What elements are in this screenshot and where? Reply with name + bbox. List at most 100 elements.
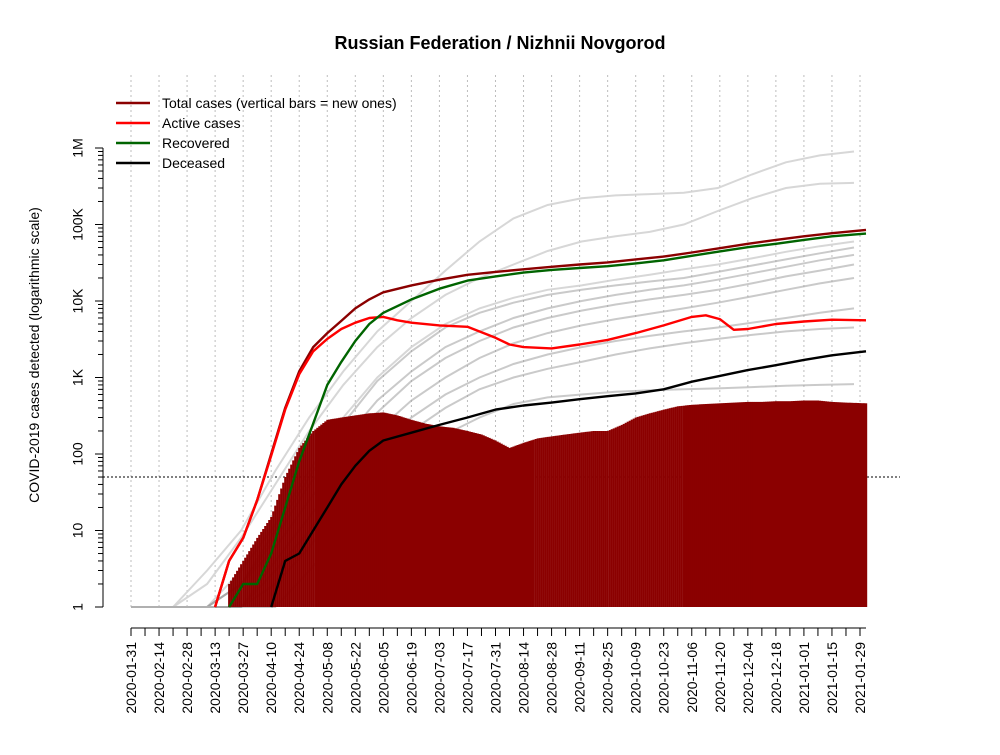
new-cases-bar: [380, 412, 383, 607]
new-cases-bar: [600, 431, 603, 607]
new-cases-bar: [552, 436, 555, 607]
new-cases-bar: [584, 431, 587, 607]
new-cases-bar: [698, 404, 701, 607]
new-cases-bar: [855, 402, 858, 607]
x-tick-label: 2020-07-31: [487, 642, 503, 714]
new-cases-bar: [404, 417, 407, 607]
new-cases-bar: [374, 412, 377, 607]
new-cases-bar: [778, 401, 782, 607]
new-cases-bar: [576, 432, 579, 607]
new-cases-bar: [376, 412, 379, 607]
new-cases-bar: [458, 429, 461, 607]
new-cases-bar: [598, 431, 601, 607]
new-cases-bar: [500, 443, 503, 607]
new-cases-bar: [616, 426, 619, 607]
new-cases-bar: [837, 402, 840, 607]
new-cases-bar: [776, 401, 780, 607]
new-cases-bar: [672, 407, 675, 607]
new-cases-bar: [352, 415, 355, 607]
new-cases-bar: [398, 416, 401, 607]
new-cases-bar: [770, 401, 774, 607]
new-cases-bar: [630, 419, 633, 607]
new-cases-bar: [432, 425, 435, 607]
x-tick-label: 2020-06-19: [403, 642, 419, 714]
new-cases-bar: [426, 424, 429, 607]
new-cases-bar: [792, 401, 796, 607]
new-cases-bar: [754, 401, 758, 607]
new-cases-bar: [588, 431, 591, 607]
new-cases-bar: [336, 418, 339, 607]
new-cases-bar: [232, 577, 235, 607]
x-tick-label: 2020-10-23: [656, 642, 672, 714]
new-cases-bar: [802, 400, 806, 607]
new-cases-bar: [490, 438, 493, 607]
new-cases-bar: [246, 554, 249, 607]
new-cases-bar: [532, 439, 535, 607]
x-tick-label: 2020-11-06: [684, 642, 700, 713]
x-tick-label: 2020-07-17: [459, 642, 475, 714]
new-cases-bar: [448, 427, 451, 607]
new-cases-bar: [330, 419, 333, 607]
new-cases-bar: [702, 404, 705, 607]
new-cases-bar: [334, 418, 337, 607]
new-cases-bar: [720, 403, 723, 607]
new-cases-bar: [470, 432, 473, 607]
new-cases-bar: [452, 427, 455, 607]
new-cases-bar: [254, 541, 257, 607]
new-cases-bar: [514, 445, 517, 607]
new-cases-bar: [390, 414, 393, 607]
x-tick-label: 2020-08-28: [544, 642, 560, 714]
new-cases-bar: [526, 441, 529, 607]
new-cases-bar: [418, 421, 421, 607]
new-cases-bar: [408, 419, 411, 607]
series-layer: [213, 228, 867, 608]
new-cases-bar: [478, 434, 481, 607]
legend: Total cases (vertical bars = new ones) Ac…: [116, 95, 397, 171]
x-tick-label: 2020-04-10: [263, 642, 279, 714]
legend-label: Active cases: [162, 115, 241, 131]
new-cases-bar: [274, 505, 277, 607]
new-cases-bar: [234, 574, 237, 607]
new-cases-bar: [508, 447, 511, 607]
new-cases-bar: [502, 444, 505, 607]
new-cases-bar: [592, 431, 595, 607]
y-tick-label: 100: [70, 442, 86, 466]
new-cases-bar: [392, 414, 395, 607]
y-tick-label: 1: [70, 603, 86, 611]
new-cases-bar: [288, 468, 291, 607]
new-cases-bar: [808, 400, 812, 607]
new-cases-bar: [400, 416, 403, 607]
new-cases-bar: [660, 410, 663, 607]
x-tick-label: 2020-08-14: [516, 642, 532, 714]
x-tick-label: 2020-09-25: [600, 642, 616, 714]
new-cases-bar: [486, 437, 489, 607]
new-cases-bar: [656, 411, 659, 607]
new-cases-bars: [228, 400, 868, 607]
new-cases-bar: [256, 537, 259, 607]
x-tick-label: 2020-12-04: [740, 642, 756, 714]
new-cases-bar: [650, 412, 653, 607]
new-cases-bar: [692, 404, 695, 607]
new-cases-bar: [710, 403, 713, 607]
new-cases-bar: [690, 404, 693, 607]
new-cases-bar: [790, 401, 794, 607]
new-cases-bar: [260, 531, 263, 607]
new-cases-bar: [857, 403, 860, 607]
new-cases-bar: [662, 409, 665, 607]
new-cases-bar: [740, 402, 743, 607]
new-cases-bar: [861, 403, 864, 607]
new-cases-bar: [442, 426, 445, 607]
y-tick-label: 1M: [70, 138, 86, 157]
series-line-recovered: [228, 232, 867, 608]
new-cases-bar: [859, 403, 862, 607]
new-cases-bar: [768, 401, 772, 607]
new-cases-bar: [494, 440, 497, 607]
new-cases-bar: [726, 402, 729, 607]
new-cases-bar: [568, 434, 571, 607]
new-cases-bar: [472, 432, 475, 607]
x-tick-label: 2020-03-27: [235, 642, 251, 714]
new-cases-bar: [384, 412, 387, 607]
new-cases-bar: [308, 435, 311, 607]
new-cases-bar: [296, 452, 299, 607]
new-cases-bar: [280, 488, 283, 607]
